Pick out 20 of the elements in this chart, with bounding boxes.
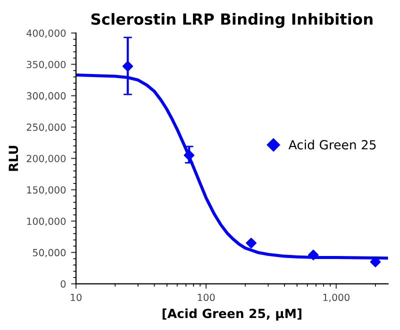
y-tick-label: 250,000 — [26, 124, 66, 132]
y-tick-label: 400,000 — [26, 29, 66, 38]
point — [308, 250, 319, 260]
y-tick-label: 200,000 — [26, 154, 66, 164]
point — [184, 150, 194, 161]
point — [246, 238, 256, 248]
x-tick-label: 100 — [198, 294, 215, 302]
y-tick-label: 100,000 — [27, 218, 66, 226]
y-tick-label: 300,000 — [26, 92, 66, 101]
legend-label: Acid Green 25 — [288, 140, 376, 150]
y-tick-label: 150,000 — [27, 186, 66, 195]
y-axis-title: RLU — [8, 146, 18, 171]
chart-title: Sclerostin LRP Binding Inhibition — [91, 13, 372, 28]
y-tick-label: 50,000 — [33, 248, 66, 258]
y-tick-label: 350,000 — [26, 60, 66, 70]
y-tick-label: 0 — [60, 280, 66, 288]
point — [122, 60, 134, 72]
x-tick-label: 1,000 — [323, 294, 350, 302]
x-axis-title: [Acid Green 25, µM] — [162, 308, 302, 321]
x-tick-label: 10 — [70, 294, 82, 302]
